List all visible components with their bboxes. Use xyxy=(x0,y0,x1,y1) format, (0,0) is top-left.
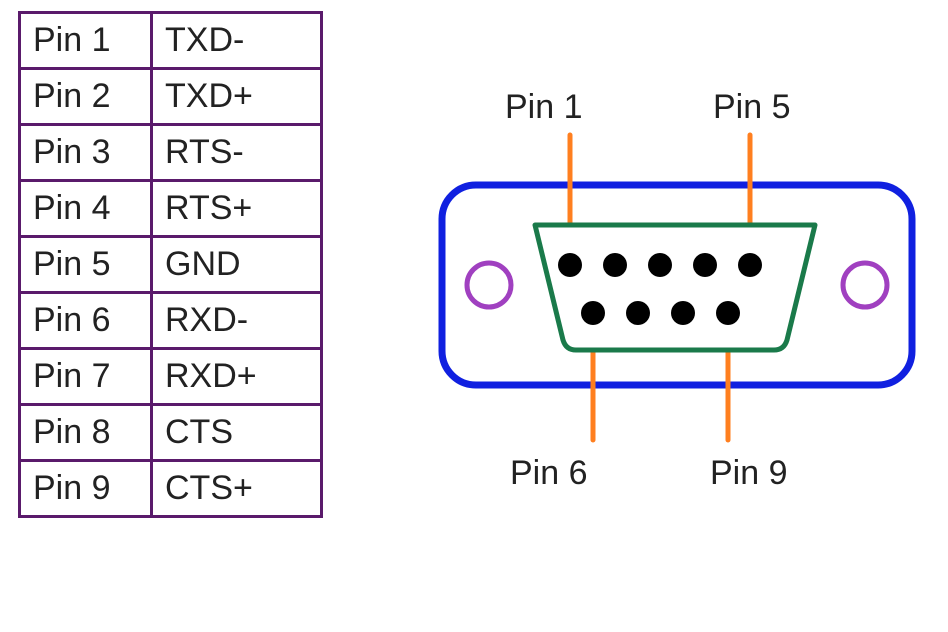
table-row: Pin 7RXD+ xyxy=(20,349,322,405)
pin-number-cell: Pin 1 xyxy=(20,13,152,69)
pin-signal-cell: RXD- xyxy=(152,293,322,349)
pin-signal-cell: CTS xyxy=(152,405,322,461)
pin-number-cell: Pin 4 xyxy=(20,181,152,237)
label-pin-9: Pin 9 xyxy=(710,454,788,493)
pinout-figure: Pin 1TXD-Pin 2TXD+Pin 3RTS-Pin 4RTS+Pin … xyxy=(0,0,948,632)
table-row: Pin 2TXD+ xyxy=(20,69,322,125)
label-pin-6: Pin 6 xyxy=(510,454,588,493)
pin-number-cell: Pin 6 xyxy=(20,293,152,349)
db9-connector-diagram xyxy=(420,110,930,490)
pin-number-cell: Pin 5 xyxy=(20,237,152,293)
table-row: Pin 6RXD- xyxy=(20,293,322,349)
pin-number-cell: Pin 9 xyxy=(20,461,152,517)
table-row: Pin 4RTS+ xyxy=(20,181,322,237)
table-row: Pin 9CTS+ xyxy=(20,461,322,517)
pin-number-cell: Pin 7 xyxy=(20,349,152,405)
pin-signal-cell: RTS+ xyxy=(152,181,322,237)
pin-signal-cell: RTS- xyxy=(152,125,322,181)
table-row: Pin 3RTS- xyxy=(20,125,322,181)
pin-signal-cell: TXD+ xyxy=(152,69,322,125)
table-row: Pin 5GND xyxy=(20,237,322,293)
pin-number-cell: Pin 8 xyxy=(20,405,152,461)
label-pin-1: Pin 1 xyxy=(505,88,583,127)
pinout-table: Pin 1TXD-Pin 2TXD+Pin 3RTS-Pin 4RTS+Pin … xyxy=(18,11,323,518)
pin-number-cell: Pin 3 xyxy=(20,125,152,181)
table-row: Pin 1TXD- xyxy=(20,13,322,69)
pin-number-cell: Pin 2 xyxy=(20,69,152,125)
table-row: Pin 8CTS xyxy=(20,405,322,461)
pin-signal-cell: TXD- xyxy=(152,13,322,69)
pin-signal-cell: GND xyxy=(152,237,322,293)
label-pin-5: Pin 5 xyxy=(713,88,791,127)
pin-signal-cell: CTS+ xyxy=(152,461,322,517)
pin-signal-cell: RXD+ xyxy=(152,349,322,405)
